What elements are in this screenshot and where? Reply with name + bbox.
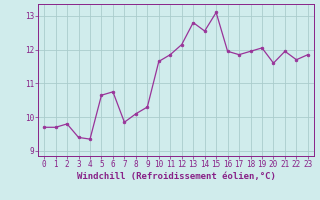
X-axis label: Windchill (Refroidissement éolien,°C): Windchill (Refroidissement éolien,°C)	[76, 172, 276, 181]
